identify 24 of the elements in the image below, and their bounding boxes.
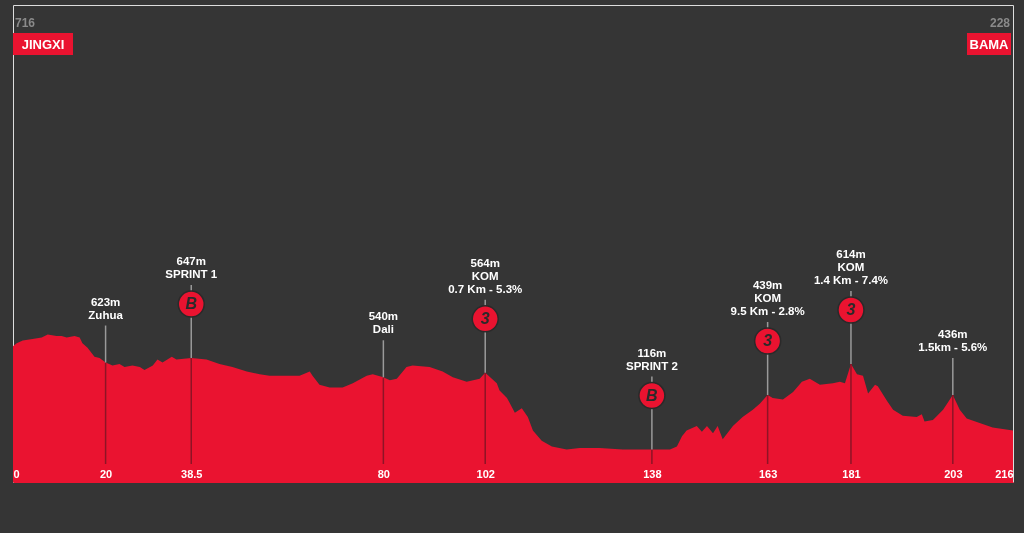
text: 716 JINGXI bbox=[15, 16, 65, 52]
annotation: 436m 1.5km - 5.6% bbox=[918, 327, 988, 353]
annotation: 3 bbox=[763, 331, 773, 349]
annotation: 439m KOM 9.5 Km - 2.8% bbox=[730, 278, 805, 317]
text: 228 BAMA bbox=[969, 16, 1011, 52]
x-tick-label: 0 bbox=[13, 467, 20, 480]
annotation: 3 bbox=[480, 309, 490, 327]
annotation: B bbox=[646, 386, 658, 404]
annotation: 647m SPRINT 1 bbox=[165, 255, 218, 281]
x-tick-label: 38.5 bbox=[181, 467, 203, 480]
x-tick-label: 203 bbox=[944, 467, 963, 480]
x-tick-label: 102 bbox=[476, 467, 495, 480]
annotation: 614m KOM 1.4 Km - 7.4% bbox=[813, 248, 889, 286]
annotation: 3 bbox=[846, 301, 856, 318]
x-tick-label: 138 bbox=[643, 467, 662, 480]
x-tick-label: 181 bbox=[842, 467, 861, 480]
x-tick-label: 20 bbox=[99, 467, 113, 480]
annotation: B bbox=[185, 295, 198, 313]
x-tick-label: 80 bbox=[377, 467, 390, 480]
annotation: 540m Dali bbox=[368, 310, 399, 336]
annotation: 623m Zuhua bbox=[88, 295, 124, 321]
annotation: 564m KOM 0.7 Km - 5.3% bbox=[448, 256, 523, 295]
annotation: 116m SPRINT 2 bbox=[626, 346, 678, 372]
x-tick-label: 163 bbox=[758, 467, 778, 480]
